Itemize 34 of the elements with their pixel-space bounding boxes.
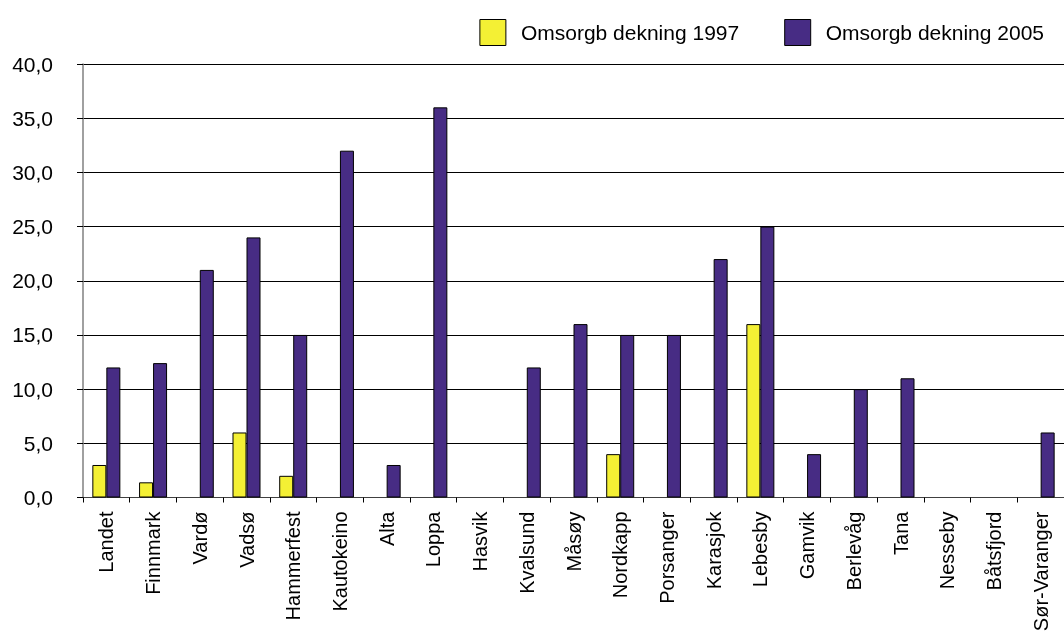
y-tick-label: 35,0: [12, 106, 53, 130]
x-tick-label: Loppa: [422, 510, 445, 568]
legend-label: Omsorgb dekning 1997: [520, 21, 740, 44]
y-tick-label: 0,0: [23, 486, 53, 509]
y-tick-label: 30,0: [12, 160, 53, 184]
bar: [386, 464, 401, 498]
x-tick-label: Båtsfjord: [982, 511, 1005, 591]
x-tick-label: Hasvik: [469, 510, 492, 572]
x-tick-label: Vadsø: [235, 511, 258, 568]
x-tick-label: Landet: [95, 511, 118, 573]
bar: [807, 454, 822, 498]
x-tick-label: Berlevåg: [842, 511, 865, 591]
x-tick-label: Porsanger: [655, 511, 678, 604]
y-tick-label: 15,0: [12, 323, 53, 347]
x-tick-label: Karasjok: [702, 510, 725, 590]
y-tick-label: 10,0: [12, 377, 53, 401]
x-tick-label: Nordkapp: [609, 511, 632, 599]
x-tick-label: Nesseby: [936, 511, 959, 590]
y-tick-label: 5,0: [23, 431, 53, 455]
x-tick-label: Kautokeino: [328, 511, 351, 612]
x-tick-label: Finnmark: [142, 510, 165, 595]
x-tick-label: Kvalsund: [515, 511, 538, 594]
x-tick-label: Måsøy: [562, 511, 585, 572]
x-tick-label: Hammerfest: [282, 511, 305, 621]
y-tick-label: 25,0: [12, 215, 53, 239]
x-tick-label: Tana: [889, 510, 912, 555]
y-tick-label: 20,0: [12, 269, 53, 293]
x-tick-label: Alta: [375, 510, 398, 546]
legend-label: Omsorgb dekning 2005: [825, 21, 1045, 44]
x-tick-label: Gamvik: [796, 510, 819, 580]
x-tick-label: Lebesby: [749, 511, 772, 588]
x-tick-label: Vardø: [188, 511, 211, 565]
y-tick-label: 40,0: [12, 52, 53, 76]
x-tick-label: Sør-Varanger: [1029, 511, 1052, 632]
